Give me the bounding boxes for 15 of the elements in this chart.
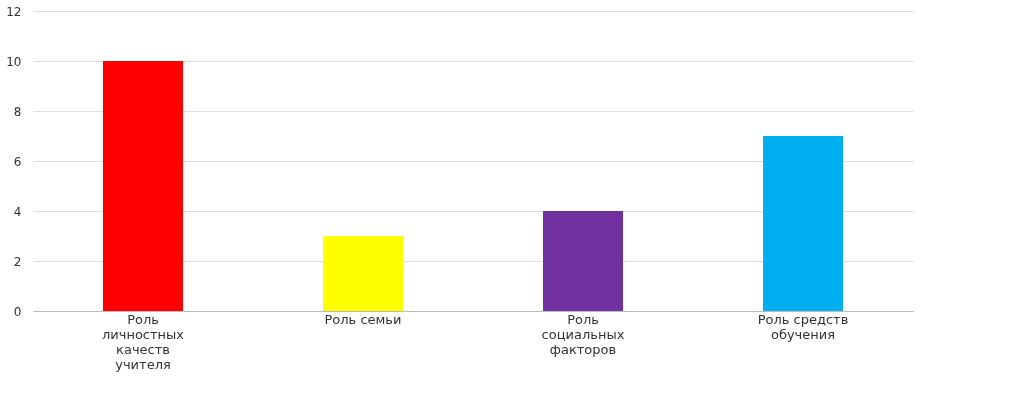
x-tick-label: Роль средств обучения (757, 311, 849, 342)
y-tick-label: 8 (13, 104, 22, 119)
y-tick-label: 12 (6, 4, 22, 19)
y-tick-label: 2 (13, 254, 22, 269)
x-tick-label: Роль социальных факторов (541, 311, 625, 357)
y-tick-label: 4 (13, 204, 22, 219)
y-tick-label: 0 (13, 304, 22, 319)
x-tick-label: Роль семьи (324, 311, 402, 327)
bar (763, 136, 843, 311)
y-tick-label: 10 (6, 54, 22, 69)
bar (103, 61, 183, 311)
y-tick-label: 6 (13, 154, 22, 169)
x-tick-label: Роль личностных качеств учителя (101, 311, 185, 372)
bar (543, 211, 623, 311)
bar (323, 236, 403, 311)
